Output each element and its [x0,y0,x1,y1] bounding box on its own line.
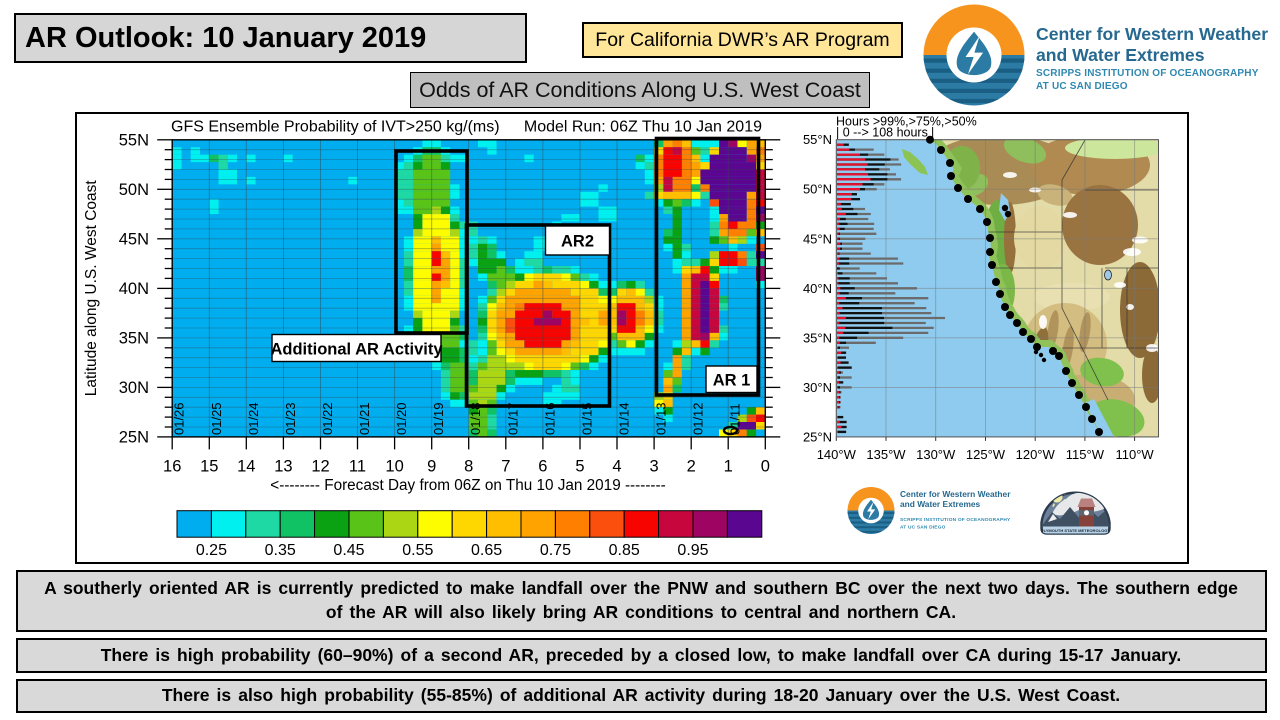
svg-text:0.25: 0.25 [196,542,227,559]
svg-text:4: 4 [612,458,621,476]
svg-text:30N: 30N [119,379,149,397]
svg-text:01/14: 01/14 [617,402,632,435]
svg-text:125°W: 125°W [966,447,1006,462]
svg-text:35°N: 35°N [803,330,832,345]
svg-text:| 0 --> 108 hours: | 0 --> 108 hours [836,126,928,140]
svg-text:0.65: 0.65 [471,542,502,559]
svg-text:50°N: 50°N [803,182,832,197]
svg-text:Additional AR Activity: Additional AR Activity [270,341,443,359]
svg-text:Model Run: 06Z Thu 10 Jan 2019: Model Run: 06Z Thu 10 Jan 2019 [524,119,762,136]
svg-text:7: 7 [501,458,510,476]
svg-text:50N: 50N [119,181,149,199]
svg-text:10: 10 [385,458,403,476]
svg-text:PLYMOUTH STATE METEOROLOGY: PLYMOUTH STATE METEOROLOGY [1041,528,1110,533]
svg-text:15: 15 [200,458,218,476]
svg-text:AR 1: AR 1 [713,372,751,390]
svg-text:01/18: 01/18 [468,402,483,435]
svg-text:11: 11 [349,458,366,476]
svg-text:01/12: 01/12 [691,402,706,435]
svg-text:0.85: 0.85 [609,542,640,559]
svg-text:<-------- Forecast Day from 06: <-------- Forecast Day from 06Z on Thu 1… [270,477,665,494]
svg-text:135°W: 135°W [866,447,906,462]
svg-text:0.55: 0.55 [402,542,433,559]
svg-text:45N: 45N [119,230,149,248]
svg-text:GFS Ensemble Probability of IV: GFS Ensemble Probability of IVT>250 kg/(… [171,119,500,136]
svg-text:16: 16 [163,458,181,476]
svg-text:01/20: 01/20 [394,402,409,435]
svg-text:30°N: 30°N [803,380,832,395]
svg-text:140°W: 140°W [817,447,857,462]
svg-text:SCRIPPS INSTITUTION OF OCEANOG: SCRIPPS INSTITUTION OF OCEANOGRAPHY [1036,68,1259,79]
svg-text:0.35: 0.35 [265,542,296,559]
svg-text:AT UC SAN DIEGO: AT UC SAN DIEGO [1036,81,1128,92]
svg-text:AR2: AR2 [561,233,594,251]
svg-text:25°N: 25°N [803,429,832,444]
svg-text:01/24: 01/24 [246,402,261,435]
svg-text:Hours >99%,>75%,>50%: Hours >99%,>75%,>50% [836,115,977,129]
svg-text:0.75: 0.75 [540,542,571,559]
svg-text:0: 0 [761,458,770,476]
svg-text:0.45: 0.45 [333,542,364,559]
svg-text:01/15: 01/15 [580,402,595,435]
svg-text:0.95: 0.95 [677,542,708,559]
svg-text:5: 5 [575,458,584,476]
svg-text:Center for Western Weather: Center for Western Weather [1036,24,1268,44]
svg-text:9: 9 [427,458,436,476]
svg-text:and Water Extremes: and Water Extremes [1036,45,1205,65]
svg-text:14: 14 [237,458,255,476]
svg-text:01/26: 01/26 [172,402,187,435]
svg-text:40°N: 40°N [803,281,832,296]
svg-text:3: 3 [650,458,659,476]
svg-text:12: 12 [311,458,329,476]
svg-text:and Water Extremes: and Water Extremes [900,499,981,509]
svg-text:55°N: 55°N [803,132,832,147]
svg-text:01/21: 01/21 [357,402,372,435]
svg-text:01/13: 01/13 [654,402,669,435]
svg-text:6: 6 [538,458,547,476]
svg-text:1: 1 [724,458,733,476]
svg-text:01/23: 01/23 [283,402,298,435]
svg-text:01/19: 01/19 [431,402,446,435]
svg-text:01/25: 01/25 [209,402,224,435]
svg-text:40N: 40N [119,280,149,298]
svg-text:Center for Western Weather: Center for Western Weather [900,489,1011,499]
svg-text:2: 2 [687,458,696,476]
svg-text:13: 13 [274,458,292,476]
svg-text:01/22: 01/22 [320,402,335,435]
svg-text:115°W: 115°W [1066,447,1105,462]
svg-text:55N: 55N [119,131,149,149]
svg-text:SCRIPPS INSTITUTION OF OCEANOG: SCRIPPS INSTITUTION OF OCEANOGRAPHY [900,517,1011,523]
svg-text:110°W: 110°W [1115,447,1154,462]
svg-text:45°N: 45°N [803,231,832,246]
svg-text:130°W: 130°W [916,447,956,462]
svg-text:8: 8 [464,458,473,476]
svg-text:01/11: 01/11 [728,403,743,435]
svg-text:|: | [931,126,934,140]
svg-text:35N: 35N [119,329,149,347]
svg-text:120°W: 120°W [1016,447,1056,462]
svg-text:Latitude along U.S. West Coast: Latitude along U.S. West Coast [83,180,100,397]
svg-text:AT UC SAN DIEGO: AT UC SAN DIEGO [900,525,946,531]
svg-text:01/17: 01/17 [505,402,520,435]
svg-text:25N: 25N [119,428,149,446]
svg-text:01/16: 01/16 [542,402,557,435]
